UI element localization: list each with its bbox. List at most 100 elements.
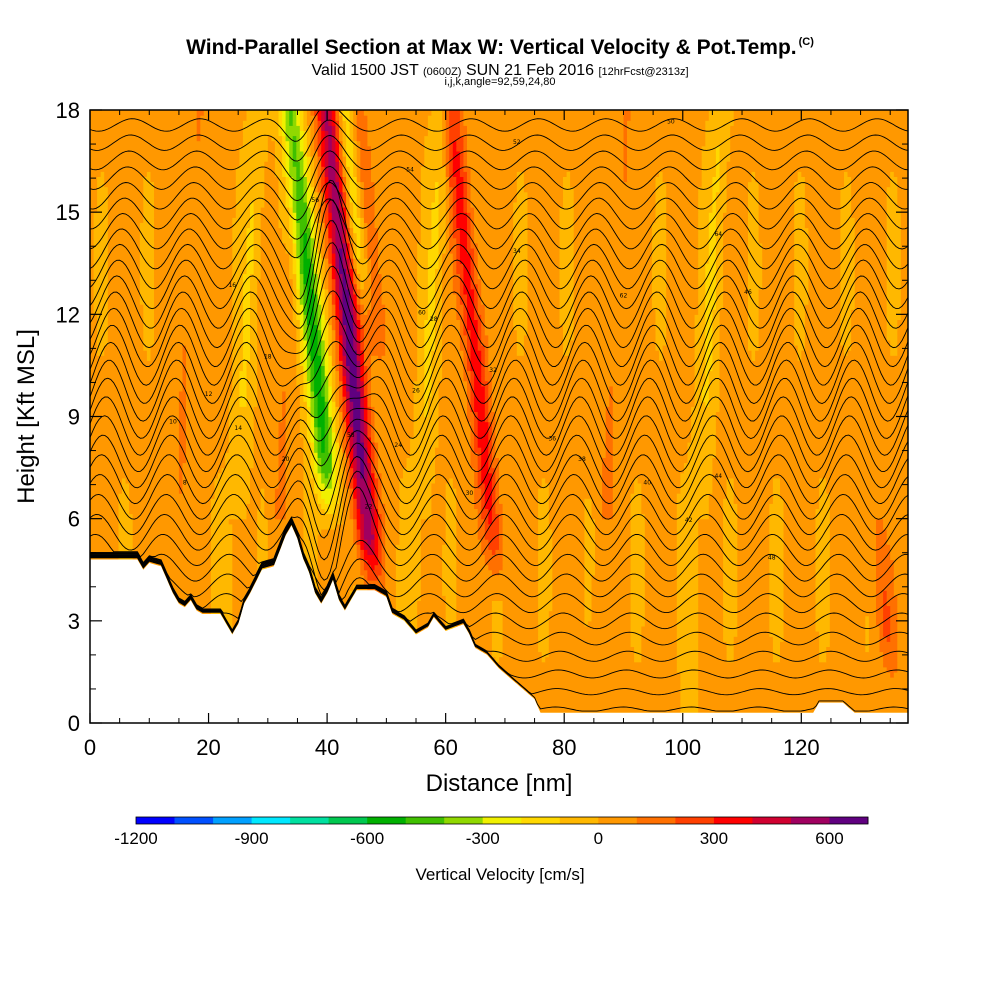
velocity-cell: [346, 253, 351, 259]
velocity-cell: [417, 288, 429, 295]
velocity-cell: [474, 268, 479, 275]
velocity-cell: [715, 431, 908, 438]
velocity-cell: [303, 488, 315, 494]
velocity-cell: [623, 120, 628, 126]
velocity-cell: [644, 523, 678, 530]
velocity-cell: [427, 258, 440, 264]
velocity-cell: [210, 595, 233, 601]
velocity-cell: [356, 457, 361, 464]
velocity-cell: [93, 263, 109, 269]
velocity-cell: [250, 339, 258, 346]
velocity-cell: [353, 166, 358, 172]
velocity-cell: [371, 370, 418, 377]
velocity-cell: [367, 370, 372, 377]
velocity-cell: [470, 431, 475, 438]
velocity-cell: [452, 253, 457, 259]
velocity-cell: [360, 523, 365, 530]
velocity-cell: [808, 268, 841, 275]
velocity-cell: [232, 273, 244, 280]
velocity-cell: [306, 186, 312, 193]
velocity-cell: [349, 447, 354, 453]
velocity-cell: [292, 110, 297, 116]
velocity-cell: [360, 554, 365, 561]
velocity-cell: [346, 242, 351, 249]
velocity-cell: [538, 513, 550, 520]
velocity-cell: [331, 334, 336, 341]
velocity-cell: [331, 212, 344, 218]
velocity-cell: [360, 534, 365, 540]
velocity-cell: [303, 554, 319, 561]
velocity-cell: [477, 442, 489, 448]
velocity-cell: [93, 232, 109, 239]
velocity-cell: [314, 385, 322, 392]
velocity-cell: [630, 590, 646, 596]
velocity-cell: [427, 125, 443, 131]
velocity-cell: [296, 258, 301, 264]
velocity-cell: [701, 176, 713, 183]
velocity-cell: [353, 232, 358, 239]
velocity-cell: [804, 186, 842, 193]
velocity-cell: [90, 207, 98, 213]
velocity-cell: [804, 319, 842, 326]
velocity-cell: [424, 345, 436, 351]
velocity-cell: [381, 523, 386, 530]
velocity-cell: [527, 201, 564, 208]
velocity-cell: [346, 140, 354, 147]
velocity-cell: [342, 207, 347, 213]
velocity-cell: [395, 580, 422, 586]
velocity-cell: [584, 554, 596, 561]
velocity-cell: [367, 482, 372, 489]
velocity-cell: [232, 523, 258, 530]
velocity-cell: [804, 191, 842, 198]
velocity-cell: [324, 135, 329, 142]
velocity-cell: [410, 452, 436, 458]
velocity-cell: [527, 314, 561, 320]
velocity-cell: [328, 319, 333, 326]
velocity-cell: [324, 396, 329, 402]
velocity-cell: [751, 350, 756, 356]
velocity-cell: [865, 631, 870, 637]
velocity-cell: [452, 263, 457, 269]
velocity-cell: [399, 508, 432, 515]
velocity-cell: [495, 493, 500, 499]
velocity-cell: [449, 110, 461, 116]
velocity-cell: [395, 600, 418, 607]
velocity-cell: [602, 482, 614, 489]
velocity-cell: [829, 513, 908, 520]
velocity-cell: [481, 457, 489, 464]
velocity-cell: [715, 232, 724, 239]
velocity-cell: [680, 692, 699, 699]
velocity-cell: [331, 273, 336, 280]
velocity-cell: [349, 217, 354, 223]
velocity-cell: [559, 212, 575, 218]
velocity-cell: [900, 283, 908, 290]
velocity-cell: [427, 309, 436, 315]
velocity-cell: [666, 242, 699, 249]
velocity-cell: [435, 309, 443, 315]
velocity-cell: [748, 334, 760, 341]
velocity-cell: [676, 513, 710, 520]
velocity-cell: [374, 447, 379, 453]
velocity-cell: [541, 482, 550, 489]
velocity-cell: [349, 421, 354, 428]
velocity-cell: [118, 523, 134, 530]
velocity-cell: [303, 115, 308, 121]
velocity-cell: [371, 482, 376, 489]
velocity-cell: [470, 227, 475, 234]
velocity-cell: [306, 161, 312, 167]
velocity-cell: [257, 554, 269, 561]
velocity-cell: [381, 528, 386, 535]
velocity-cell: [186, 360, 233, 366]
velocity-cell: [456, 549, 482, 555]
velocity-cell: [435, 273, 443, 280]
velocity-cell: [854, 278, 888, 285]
velocity-cell: [705, 329, 713, 336]
velocity-cell: [342, 324, 347, 331]
velocity-cell: [346, 181, 351, 188]
velocity-cell: [356, 176, 361, 183]
velocity-cell: [349, 385, 358, 392]
velocity-cell: [314, 467, 319, 474]
velocity-cell: [371, 380, 415, 387]
velocity-cell: [698, 222, 710, 229]
velocity-cell: [246, 370, 258, 377]
